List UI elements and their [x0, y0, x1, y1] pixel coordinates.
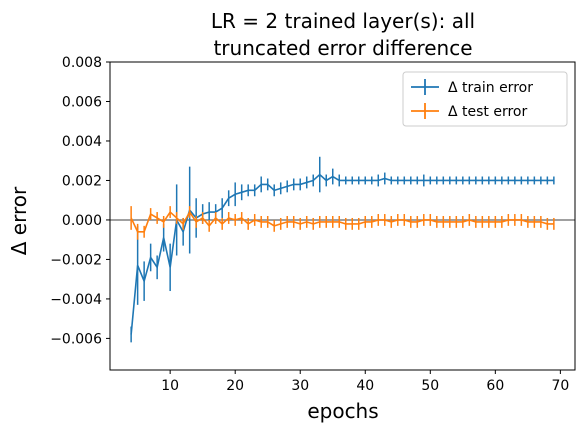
chart-title-line-1: LR = 2 trained layer(s): all	[211, 9, 475, 33]
x-axis-label: epochs	[307, 399, 378, 423]
y-tick-label: 0.002	[62, 173, 102, 189]
x-tick-label: 70	[551, 378, 569, 394]
y-tick-label: 0.004	[62, 134, 102, 150]
legend: Δ train error Δ test error	[402, 71, 568, 127]
series-line	[130, 210, 554, 233]
legend-label: Δ train error	[448, 80, 533, 96]
y-tick-label: 0.000	[62, 213, 102, 229]
x-tick-label: 10	[161, 378, 179, 394]
series-test	[130, 206, 555, 240]
chart-title-line-2: truncated error difference	[213, 36, 472, 60]
legend-label: Δ test error	[448, 104, 528, 120]
x-tick-label: 60	[486, 378, 504, 394]
legend-frame	[402, 71, 568, 127]
y-tick-label: 0.006	[62, 94, 102, 110]
x-tick-label: 20	[226, 378, 244, 394]
series-line	[130, 173, 554, 335]
x-tick-label: 50	[421, 378, 439, 394]
series-train	[130, 156, 555, 343]
x-tick-label: 40	[356, 378, 374, 394]
x-tick-label: 30	[291, 378, 309, 394]
plot-area: 10 20 30 40 50 60 70 −0.006 −0.004 −0.002 0.000 0.0…	[50, 55, 576, 394]
y-tick-label: −0.002	[50, 252, 102, 268]
y-tick-label: −0.004	[50, 292, 102, 308]
axes-frame	[109, 61, 576, 371]
y-axis-label: Δ error	[7, 186, 31, 255]
y-tick-label: −0.006	[50, 331, 102, 347]
y-tick-label: 0.008	[62, 55, 102, 71]
